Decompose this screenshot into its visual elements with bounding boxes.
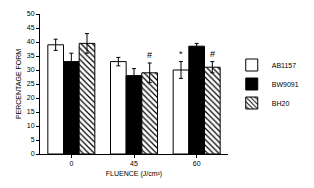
svg-text:BW9091: BW9091 [272, 81, 299, 88]
svg-text:50: 50 [27, 10, 35, 17]
svg-text:60: 60 [193, 160, 201, 167]
svg-text:BH20: BH20 [272, 100, 290, 107]
svg-text:45: 45 [27, 24, 35, 31]
svg-text:FLUENCE (J/cm²): FLUENCE (J/cm²) [106, 170, 162, 178]
svg-text:5: 5 [31, 136, 35, 143]
svg-text:#: # [210, 49, 215, 59]
svg-text:PERCENTAGE FORM: PERCENTAGE FORM [15, 49, 22, 119]
svg-text:AB1157: AB1157 [272, 62, 296, 69]
svg-text:25: 25 [27, 80, 35, 87]
svg-text:*: * [179, 49, 183, 59]
svg-text:10: 10 [27, 122, 35, 129]
svg-text:#: # [147, 50, 152, 60]
svg-text:40: 40 [27, 38, 35, 45]
svg-text:35: 35 [27, 52, 35, 59]
svg-text:45: 45 [130, 160, 138, 167]
svg-text:0: 0 [69, 160, 73, 167]
svg-text:30: 30 [27, 66, 35, 73]
svg-text:20: 20 [27, 94, 35, 101]
svg-text:0: 0 [31, 150, 35, 157]
svg-text:15: 15 [27, 108, 35, 115]
